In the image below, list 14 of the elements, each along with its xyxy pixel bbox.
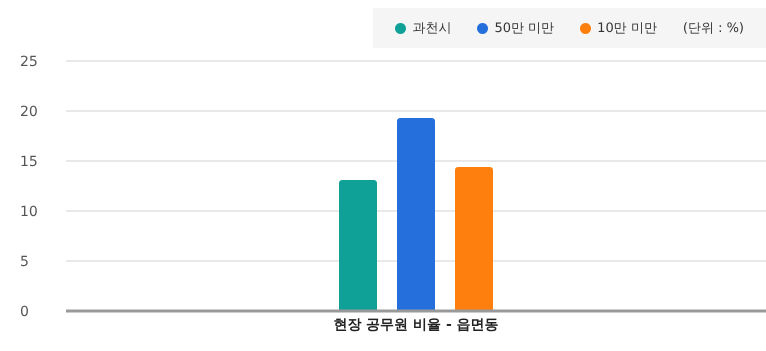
bar: [339, 180, 377, 311]
legend-label: 50만 미만: [493, 20, 554, 37]
legend-label: 10만 미만: [596, 20, 657, 37]
y-tick-label: 10: [20, 204, 38, 220]
bar: [397, 118, 435, 311]
bar: [455, 167, 493, 311]
text: (단위 : %): [682, 20, 744, 37]
y-tick-label: 25: [20, 54, 38, 70]
y-tick-label: 5: [20, 254, 29, 270]
y-tick-label: 20: [20, 104, 38, 120]
x-tick-label: 현장 공무원 비율 - 읍면동: [333, 316, 499, 333]
y-tick-label: 15: [20, 154, 38, 170]
y-tick-label: 0: [20, 304, 29, 320]
legend-label: 과천시: [411, 20, 452, 37]
